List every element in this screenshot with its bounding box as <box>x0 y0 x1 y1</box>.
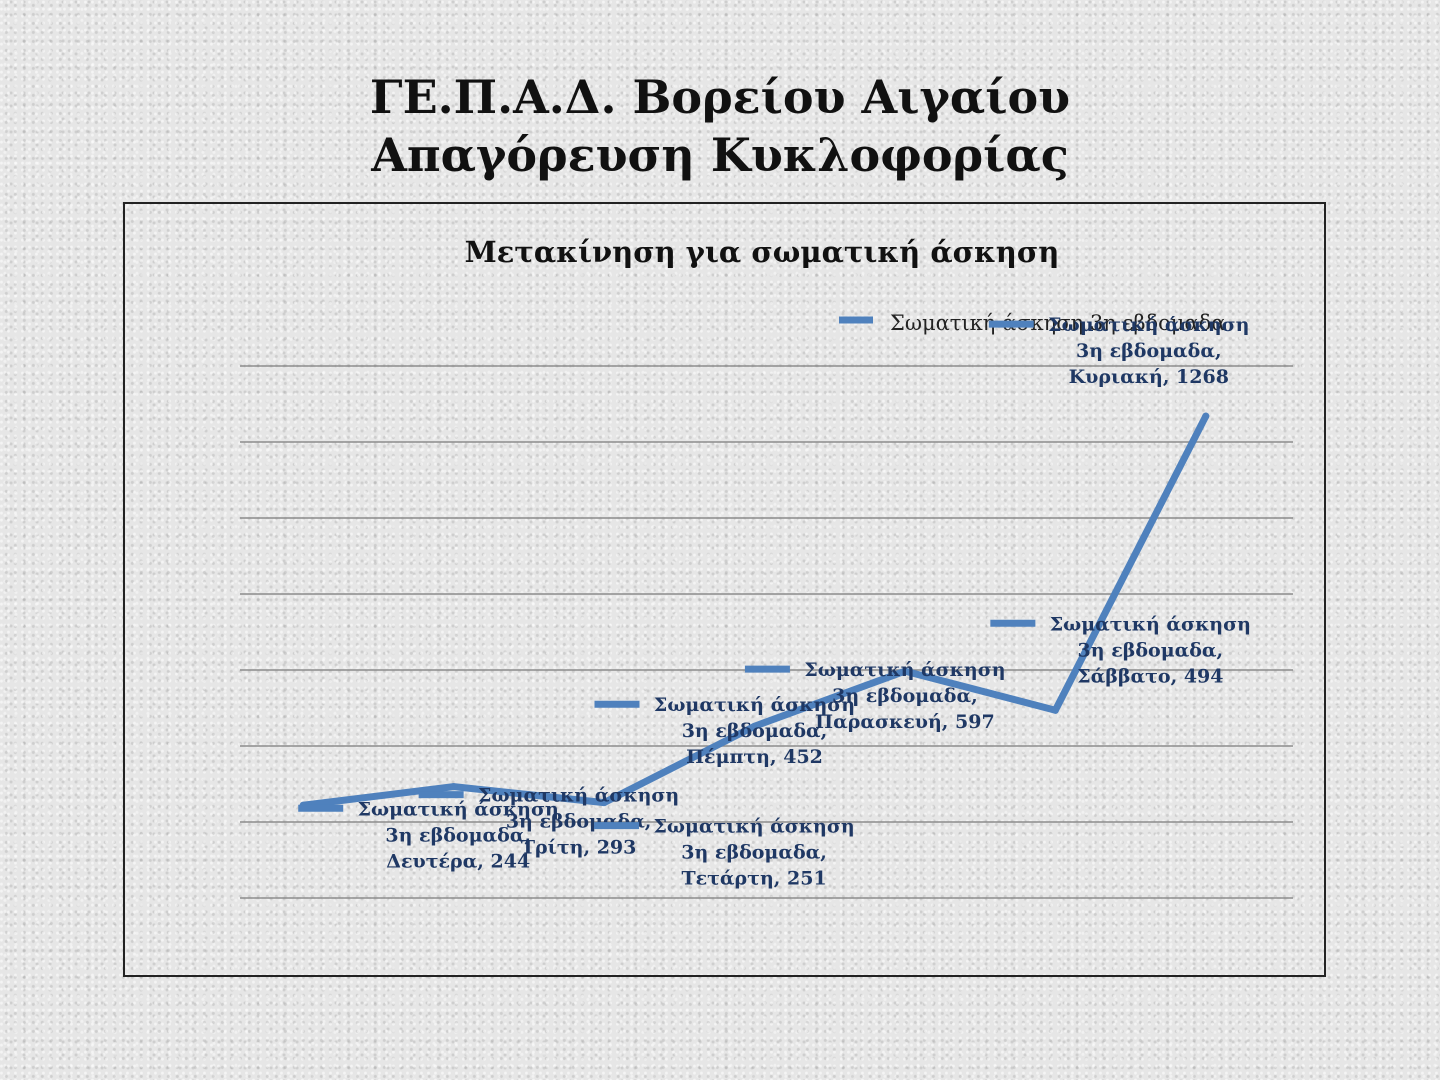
gridlines <box>240 365 1293 899</box>
data-label: Σωματική άσκηση 3η εβδομαδα, Πέμπτη, 452 <box>594 694 855 768</box>
data-label-text: 3η εβδομαδα, <box>1076 340 1222 362</box>
data-label-text: 3η εβδομαδα, <box>682 720 828 742</box>
data-label: Σωματική άσκηση 3η εβδομαδα, Σάββατο, 494 <box>990 613 1251 687</box>
data-label-value: Πέμπτη, 452 <box>686 746 823 768</box>
data-label-text: 3η εβδομαδα, <box>681 842 827 864</box>
data-label-value: Παρασκευή, 597 <box>815 711 995 733</box>
data-label-text: Σωματική άσκηση <box>804 659 1005 681</box>
data-point <box>1051 706 1059 714</box>
data-label-text: Σωματική άσκηση <box>478 785 679 807</box>
data-label-text: 3η εβδομαδα, <box>506 811 652 833</box>
data-label-text: Σωματική άσκηση <box>1050 613 1251 635</box>
data-label-text: Σωματική άσκηση <box>358 798 559 820</box>
slide-title: ΓΕ.Π.Α.Δ. Βορείου Αιγαίου Απαγόρευση Κυκ… <box>0 68 1440 184</box>
data-label-value: Τρίτη, 293 <box>521 837 636 859</box>
data-point <box>751 722 758 730</box>
data-label: Σωματική άσκηση 3η εβδομαδα, Παρασκευή, 59… <box>744 659 1006 733</box>
data-label-text: 3η εβδομαδα, <box>385 824 531 846</box>
data-label-value: Τετάρτη, 251 <box>681 868 826 890</box>
data-point <box>901 667 909 675</box>
data-label-text: 3η εβδομαδα, <box>832 685 978 707</box>
data-label-text: Σωματική άσκηση <box>1048 314 1249 336</box>
data-label-text: Σωματική άσκηση <box>654 694 855 716</box>
data-label: Σωματική άσκηση 3η εβδομαδα, Δευτέρα, 244 <box>298 798 559 872</box>
legend-entry: Σωματική άσκηση 3η εβδομαδα <box>890 311 1225 335</box>
data-label-value: Δευτέρα, 244 <box>386 850 530 872</box>
data-label: Σωματική άσκηση 3η εβδομαδα, Τετάρτη, 251 <box>594 816 855 890</box>
data-label: Σωματική άσκηση 3η εβδομαδα, Κυριακή, 1268 <box>988 314 1249 388</box>
chart-frame <box>123 202 1326 977</box>
chart-title: Μετακίνηση για σωματική άσκηση <box>465 235 1060 269</box>
data-point <box>1202 412 1210 420</box>
data-label-value: Κυριακή, 1268 <box>1069 366 1229 388</box>
slide-title-line-1: ΓΕ.Π.Α.Δ. Βορείου Αιγαίου <box>369 70 1071 124</box>
data-label-text: 3η εβδομαδα, <box>1078 639 1224 661</box>
data-point <box>600 799 608 807</box>
data-point <box>450 783 458 791</box>
slide-title-line-2: Απαγόρευση Κυκλοφορίας <box>371 128 1069 182</box>
legend: Σωματική άσκηση 3η εβδομαδα <box>839 311 1225 335</box>
data-label-value: Σάββατο, 494 <box>1077 665 1223 687</box>
data-label-text: Σωματική άσκηση <box>653 816 854 838</box>
